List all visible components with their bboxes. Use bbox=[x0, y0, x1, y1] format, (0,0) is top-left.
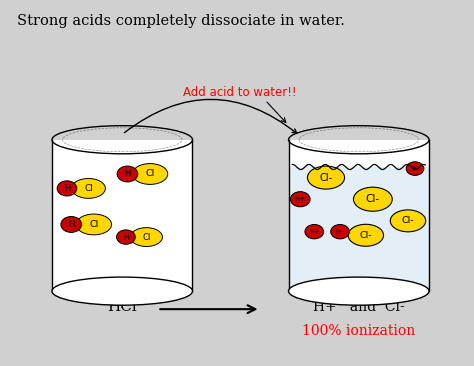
Text: H+: H+ bbox=[295, 196, 306, 202]
Text: Cl-: Cl- bbox=[319, 173, 333, 183]
Text: Add acid to water!!: Add acid to water!! bbox=[182, 86, 296, 100]
Ellipse shape bbox=[130, 228, 163, 246]
Ellipse shape bbox=[348, 224, 383, 246]
Ellipse shape bbox=[72, 179, 105, 198]
Text: Cl: Cl bbox=[146, 169, 155, 179]
Ellipse shape bbox=[52, 277, 192, 305]
Text: H: H bbox=[68, 220, 74, 229]
Text: Cl: Cl bbox=[89, 220, 99, 229]
Ellipse shape bbox=[390, 210, 426, 232]
Text: H+   and  Cl-: H+ and Cl- bbox=[313, 300, 405, 314]
Circle shape bbox=[117, 166, 138, 182]
Text: Strong acids completely dissociate in water.: Strong acids completely dissociate in wa… bbox=[17, 14, 345, 27]
FancyArrowPatch shape bbox=[125, 100, 297, 134]
Circle shape bbox=[61, 217, 82, 232]
Circle shape bbox=[305, 224, 324, 239]
Ellipse shape bbox=[289, 277, 429, 305]
Text: Cl-: Cl- bbox=[359, 231, 372, 240]
Text: H: H bbox=[124, 169, 131, 179]
Ellipse shape bbox=[354, 187, 392, 211]
Polygon shape bbox=[289, 140, 429, 291]
Polygon shape bbox=[52, 140, 192, 291]
Circle shape bbox=[331, 224, 349, 239]
Circle shape bbox=[291, 192, 310, 207]
Text: H+: H+ bbox=[335, 229, 345, 235]
Text: H+: H+ bbox=[410, 166, 420, 171]
Text: Cl: Cl bbox=[142, 232, 151, 242]
Text: HCl: HCl bbox=[107, 300, 137, 314]
Text: H: H bbox=[123, 232, 129, 242]
Ellipse shape bbox=[308, 166, 345, 189]
Circle shape bbox=[57, 181, 77, 196]
Ellipse shape bbox=[76, 214, 111, 235]
Text: Cl: Cl bbox=[84, 184, 93, 193]
Text: H: H bbox=[64, 184, 70, 193]
Ellipse shape bbox=[132, 164, 168, 184]
Text: H+: H+ bbox=[309, 229, 319, 235]
Circle shape bbox=[406, 162, 424, 175]
Text: 100% ionization: 100% ionization bbox=[302, 324, 415, 337]
Text: Cl-: Cl- bbox=[401, 216, 414, 225]
Polygon shape bbox=[289, 167, 429, 291]
Text: Cl-: Cl- bbox=[366, 194, 380, 204]
Circle shape bbox=[117, 230, 135, 244]
